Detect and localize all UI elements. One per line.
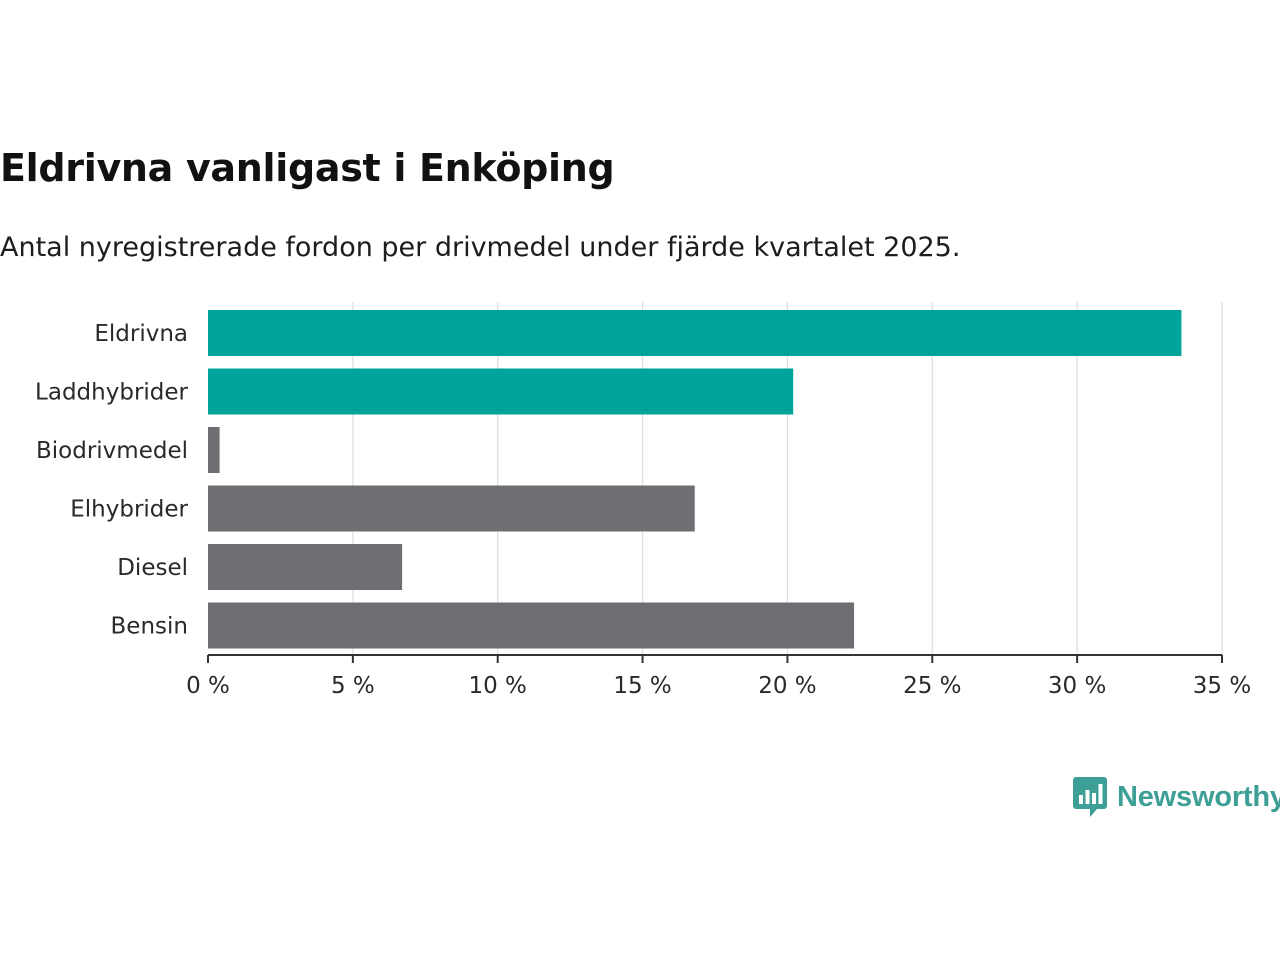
- category-label-elhybrider: Elhybrider: [70, 497, 188, 523]
- chart-title: Eldrivna vanligast i Enköping: [0, 146, 615, 190]
- bar-biodrivmedel: [208, 427, 220, 473]
- x-tick-label-20: 20 %: [758, 673, 816, 699]
- category-label-biodrivmedel: Biodrivmedel: [36, 438, 188, 464]
- x-tick-label-25: 25 %: [903, 673, 961, 699]
- bar-eldrivna: [208, 310, 1182, 356]
- newsworthy-logo: Newsworthy: [1073, 776, 1280, 818]
- x-tick-label-5: 5 %: [331, 673, 375, 699]
- x-tick-label-10: 10 %: [468, 673, 526, 699]
- bar-diesel: [208, 544, 403, 590]
- category-label-diesel: Diesel: [117, 555, 188, 581]
- category-label-laddhybrider: Laddhybrider: [35, 380, 188, 406]
- category-label-eldrivna: Eldrivna: [94, 321, 188, 347]
- bar-laddhybrider: [208, 368, 794, 415]
- chart-subtitle: Antal nyregistrerade fordon per drivmede…: [0, 232, 961, 263]
- gridlines: [352, 302, 1223, 655]
- newsworthy-wordmark: Newsworthy: [1117, 780, 1280, 813]
- category-labels: Eldrivna Laddhybrider Biodrivmedel Elhybrid…: [35, 321, 188, 640]
- x-axis: 0 % 5 % 10 % 15 % 20 % 25 % 30 % 35 %: [186, 654, 1251, 699]
- x-tick-label-0: 0 %: [186, 673, 230, 699]
- bars: [208, 310, 1182, 649]
- category-label-bensin: Bensin: [111, 614, 188, 640]
- bar-elhybrider: [208, 485, 695, 532]
- x-tick-label-15: 15 %: [613, 673, 671, 699]
- newsworthy-logo-icon: [1073, 777, 1107, 817]
- x-tick-label-35: 35 %: [1193, 673, 1251, 699]
- bar-bensin: [208, 602, 855, 649]
- x-tick-label-30: 30 %: [1048, 673, 1106, 699]
